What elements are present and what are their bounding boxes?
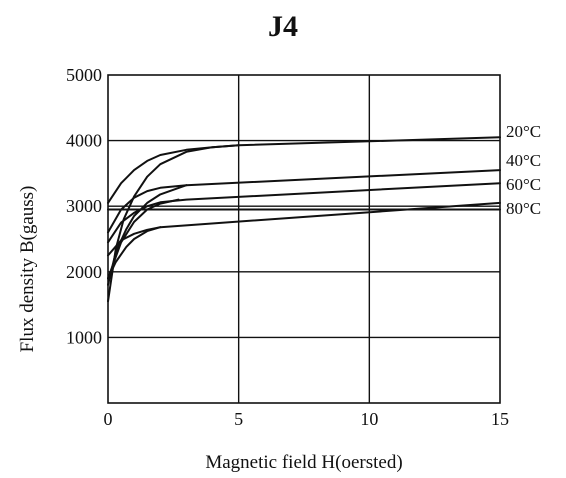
series-line-20C-upper — [107, 136, 501, 204]
series-labels: 20°C 40°C 60°C 80°C — [506, 122, 541, 218]
chart-title: J4 — [268, 10, 298, 43]
x-tick-label: 10 — [360, 409, 378, 429]
series-label: 60°C — [506, 175, 541, 194]
y-tick-label: 2000 — [66, 262, 102, 282]
series-line-60C-upper — [107, 182, 501, 244]
y-tick-label: 3000 — [66, 196, 102, 216]
series-line-60C-lower — [107, 198, 180, 280]
series-label: 40°C — [506, 151, 541, 170]
series-lines — [107, 136, 501, 303]
series-line-20C-lower — [107, 144, 240, 303]
y-tick-label: 1000 — [66, 327, 102, 347]
x-axis-label: Magnetic field H(oersted) — [205, 452, 403, 473]
y-tick-label: 4000 — [66, 131, 102, 151]
grid — [108, 75, 500, 403]
series-label: 20°C — [506, 122, 541, 141]
series-line-80C-lower — [107, 226, 162, 280]
y-tick-label: 5000 — [66, 65, 102, 85]
tick-labels: 0 5 10 15 1000 2000 3000 4000 5000 — [66, 65, 509, 429]
series-line-80C-upper — [107, 201, 501, 257]
plot-frame — [107, 74, 501, 404]
series-label: 80°C — [506, 199, 541, 218]
x-tick-label: 5 — [234, 409, 243, 429]
x-tick-label: 15 — [491, 409, 509, 429]
x-tick-label: 0 — [104, 409, 113, 429]
